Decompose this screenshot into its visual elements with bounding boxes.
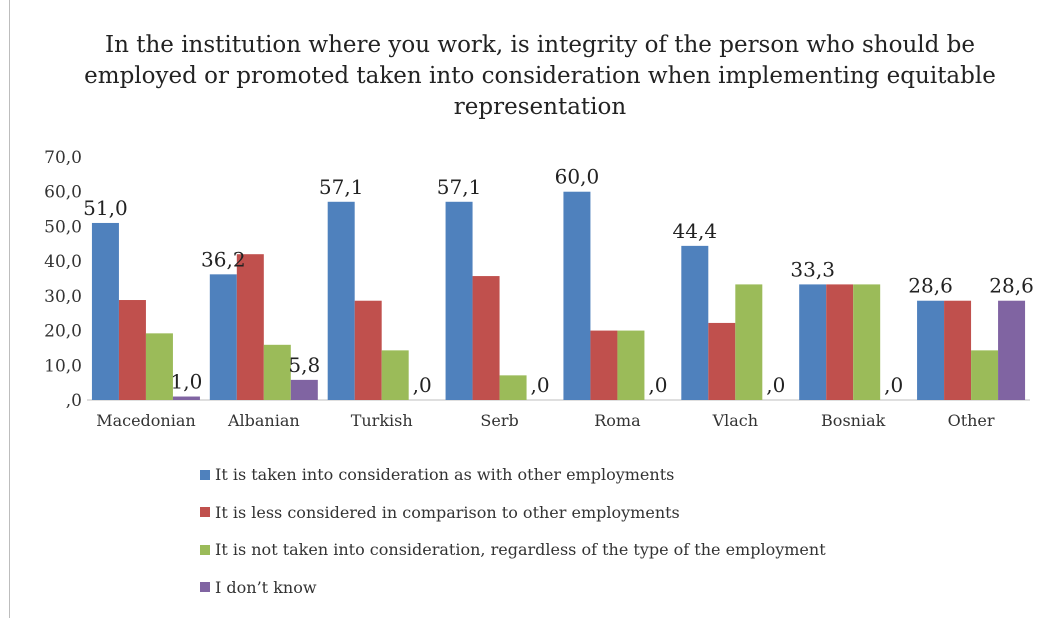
bar	[853, 284, 881, 400]
data-label: 1,0	[171, 370, 203, 394]
legend-item: It is not taken into consideration, rega…	[200, 531, 826, 569]
data-label: 44,4	[673, 219, 718, 243]
data-label: ,0	[884, 373, 903, 397]
data-label: ,0	[648, 373, 667, 397]
bar	[354, 300, 382, 400]
bar	[263, 344, 291, 400]
bar	[290, 379, 318, 400]
legend-item: It is taken into consideration as with o…	[200, 456, 826, 494]
x-tick-label: Serb	[480, 411, 518, 430]
data-label: 60,0	[555, 165, 600, 189]
data-label: 5,8	[288, 353, 320, 377]
legend-item: I don’t know	[200, 569, 826, 607]
legend-swatch	[200, 469, 210, 480]
legend-label: I don’t know	[215, 577, 317, 597]
legend-swatch	[200, 544, 210, 555]
chart-title: In the institution where you work, is in…	[84, 32, 996, 120]
legend-label: It is less considered in comparison to o…	[215, 502, 680, 522]
legend-swatch	[200, 582, 210, 593]
x-tick-label: Turkish	[351, 411, 413, 430]
chart-legend: It is taken into consideration as with o…	[200, 456, 826, 606]
x-tick-label: Bosniak	[821, 411, 886, 430]
y-tick-label: 70,0	[44, 148, 82, 168]
data-label: 28,6	[908, 274, 953, 298]
x-tick-label: Roma	[594, 411, 641, 430]
y-tick-label: 60,0	[44, 183, 82, 203]
data-label: 33,3	[790, 257, 835, 281]
y-tick-label: 50,0	[44, 217, 82, 237]
y-tick-label: ,0	[66, 391, 82, 411]
chart-frame	[9, 0, 1057, 618]
x-tick-label: Macedonian	[96, 411, 196, 430]
bar	[590, 330, 618, 400]
bar	[998, 300, 1026, 400]
bar	[445, 201, 473, 400]
bar	[381, 350, 409, 400]
legend-item: It is less considered in comparison to o…	[200, 494, 826, 532]
bar	[708, 322, 736, 400]
bar	[917, 300, 945, 400]
legend-swatch	[200, 507, 210, 518]
data-label: 57,1	[437, 175, 482, 199]
bar	[499, 375, 527, 400]
bar	[826, 284, 854, 400]
data-label: ,0	[531, 373, 550, 397]
data-label: 57,1	[319, 175, 364, 199]
x-tick-label: Other	[948, 411, 995, 430]
y-tick-label: 20,0	[44, 322, 82, 342]
bar	[145, 333, 173, 400]
bar	[236, 254, 264, 400]
y-tick-label: 10,0	[44, 356, 82, 376]
data-label: ,0	[413, 373, 432, 397]
bar	[91, 222, 119, 400]
bar	[735, 284, 763, 400]
x-tick-label: Vlach	[712, 411, 758, 430]
y-tick-label: 40,0	[44, 252, 82, 272]
bar	[209, 274, 237, 400]
bar	[799, 284, 827, 400]
x-tick-label: Albanian	[227, 411, 300, 430]
data-label: 28,6	[989, 274, 1034, 298]
bar	[327, 201, 355, 400]
y-tick-label: 30,0	[44, 287, 82, 307]
data-label: 36,2	[201, 247, 246, 271]
bar	[172, 396, 200, 400]
bar	[472, 276, 500, 400]
bar	[681, 245, 709, 400]
bar	[563, 191, 591, 400]
bar	[971, 350, 999, 400]
legend-label: It is not taken into consideration, rega…	[215, 540, 826, 560]
data-label: 51,0	[83, 196, 128, 220]
bar	[944, 300, 972, 400]
bar	[617, 330, 645, 400]
legend-label: It is taken into consideration as with o…	[215, 465, 675, 485]
data-label: ,0	[766, 373, 785, 397]
bar	[118, 300, 146, 400]
